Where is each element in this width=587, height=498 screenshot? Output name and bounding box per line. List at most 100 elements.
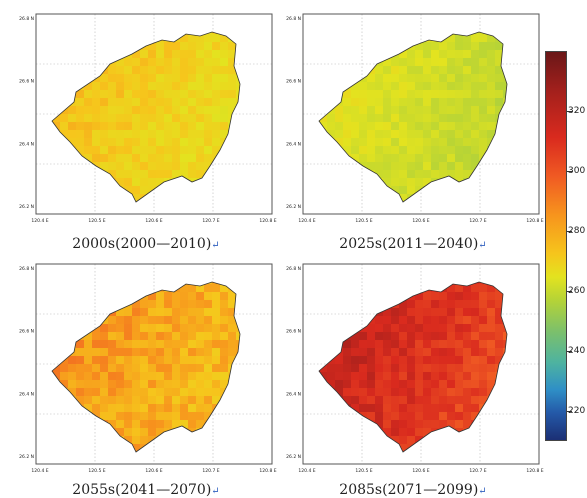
map-panel-2025s: 120.4 E 120.5 E 120.6 E 120.7 E 120.8 E 26.8 … [281,6,545,224]
heat-cell [156,90,164,98]
heat-cell [471,452,479,460]
heat-cell [407,32,415,34]
heat-cell [447,82,455,90]
heat-cell [68,186,76,194]
heat-cell [367,284,375,292]
heat-cell [455,138,463,146]
heat-cell [76,348,84,356]
heat-cell [487,106,495,114]
heat-cell [367,42,375,50]
heat-cell [164,194,172,202]
heat-cell [455,404,463,412]
heat-cell [84,90,92,98]
heat-cell [244,170,252,178]
heat-cell [335,372,343,380]
heat-cell [108,90,116,98]
heat-cell [100,420,108,428]
heat-cell [212,324,220,332]
heat-cell [244,348,252,356]
heat-field [52,32,252,210]
heat-cell [423,396,431,404]
heat-cell [60,130,68,138]
heat-cell [479,364,487,372]
heat-cell [84,404,92,412]
heat-cell [375,82,383,90]
heat-cell [463,332,471,340]
colorbar [545,51,567,441]
heat-cell [351,42,359,50]
y-tick-label: 26.4 N [19,391,34,397]
heat-cell [140,138,148,146]
heat-cell [327,380,335,388]
heat-cell [180,444,188,452]
heat-cell [132,348,140,356]
heat-cell [212,98,220,106]
heat-cell [132,58,140,66]
heat-cell [84,412,92,420]
heat-cell [463,34,471,42]
heat-cell [415,202,423,210]
heat-cell [244,444,252,452]
y-tick-label: 26.6 N [286,329,301,335]
heat-cell [463,90,471,98]
heat-cell [479,316,487,324]
heat-cell [180,356,188,364]
heat-cell [100,58,108,66]
y-tick-label: 26.4 N [19,141,34,147]
heat-cell [236,186,240,194]
heat-cell [503,106,507,114]
heat-cell [351,32,359,34]
return-mark: ↵ [478,486,487,497]
heat-cell [495,300,503,308]
heat-cell [343,444,351,452]
heat-cell [124,130,132,138]
heat-cell [375,364,383,372]
heat-cell [479,292,487,300]
heat-cell [423,348,431,356]
heat-cell [423,146,431,154]
heat-cell [140,170,148,178]
heat-cell [455,412,463,420]
heat-cell [84,170,92,178]
heat-cell [108,340,116,348]
heat-cell [196,32,204,34]
heat-cell [351,138,359,146]
heat-cell [471,34,479,42]
heat-cell [423,420,431,428]
heat-cell [156,444,164,452]
heat-cell [375,74,383,82]
heat-cell [351,444,359,452]
heat-cell [455,364,463,372]
heat-cell [503,412,507,420]
caption-text: 2025s(2011—2040) [339,236,479,252]
heat-cell [76,90,84,98]
heat-cell [132,154,140,162]
heat-field [319,282,519,460]
heat-cell [212,420,220,428]
heat-cell [511,428,519,436]
heat-cell [212,348,220,356]
heat-cell [463,32,471,34]
heat-cell [511,178,519,186]
heat-cell [319,444,327,452]
heat-cell [164,436,172,444]
heat-cell [180,202,188,210]
heat-cell [431,32,439,34]
heat-cell [431,42,439,50]
heat-cell [156,332,164,340]
heat-cell [359,420,367,428]
heat-cell [511,284,519,292]
heat-cell [367,404,375,412]
heat-cell [108,284,116,292]
heat-cell [343,404,351,412]
heat-cell [76,178,84,186]
heat-cell [84,292,92,300]
heat-cell [196,74,204,82]
heat-cell [511,130,519,138]
heat-cell [407,202,415,210]
heat-cell [335,316,343,324]
heat-cell [140,420,148,428]
heat-cell [335,356,343,364]
heat-cell [212,114,220,122]
heat-cell [196,420,204,428]
